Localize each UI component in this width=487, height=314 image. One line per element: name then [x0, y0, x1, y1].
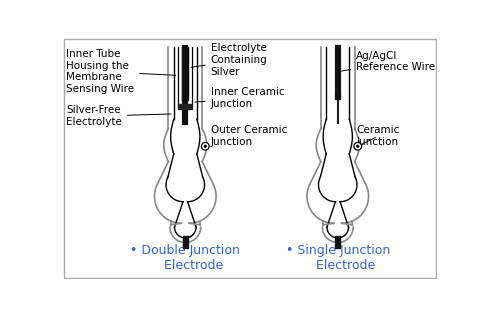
Text: Ceramic
Junction: Ceramic Junction [356, 125, 400, 147]
Text: Inner Tube
Housing the
Membrane
Sensing Wire: Inner Tube Housing the Membrane Sensing … [66, 49, 176, 94]
Text: Inner Ceramic
Junction: Inner Ceramic Junction [195, 87, 284, 109]
Circle shape [354, 143, 362, 150]
Circle shape [205, 145, 206, 147]
Bar [183, 236, 187, 248]
Circle shape [202, 143, 209, 150]
Text: • Single Junction
    Electrode: • Single Junction Electrode [286, 244, 390, 272]
Bar [178, 104, 192, 109]
Bar [336, 95, 340, 99]
Text: Electrolyte
Containing
Silver: Electrolyte Containing Silver [191, 43, 267, 77]
Circle shape [357, 145, 359, 147]
Text: • Double Junction
    Electrode: • Double Junction Electrode [131, 244, 240, 272]
Text: Ag/AgCl
Reference Wire: Ag/AgCl Reference Wire [342, 51, 435, 72]
Bar [336, 236, 340, 248]
Text: Outer Ceramic
Junction: Outer Ceramic Junction [206, 125, 287, 147]
Bar [182, 47, 188, 92]
Text: Silver-Free
Electrolyte: Silver-Free Electrolyte [66, 106, 171, 127]
